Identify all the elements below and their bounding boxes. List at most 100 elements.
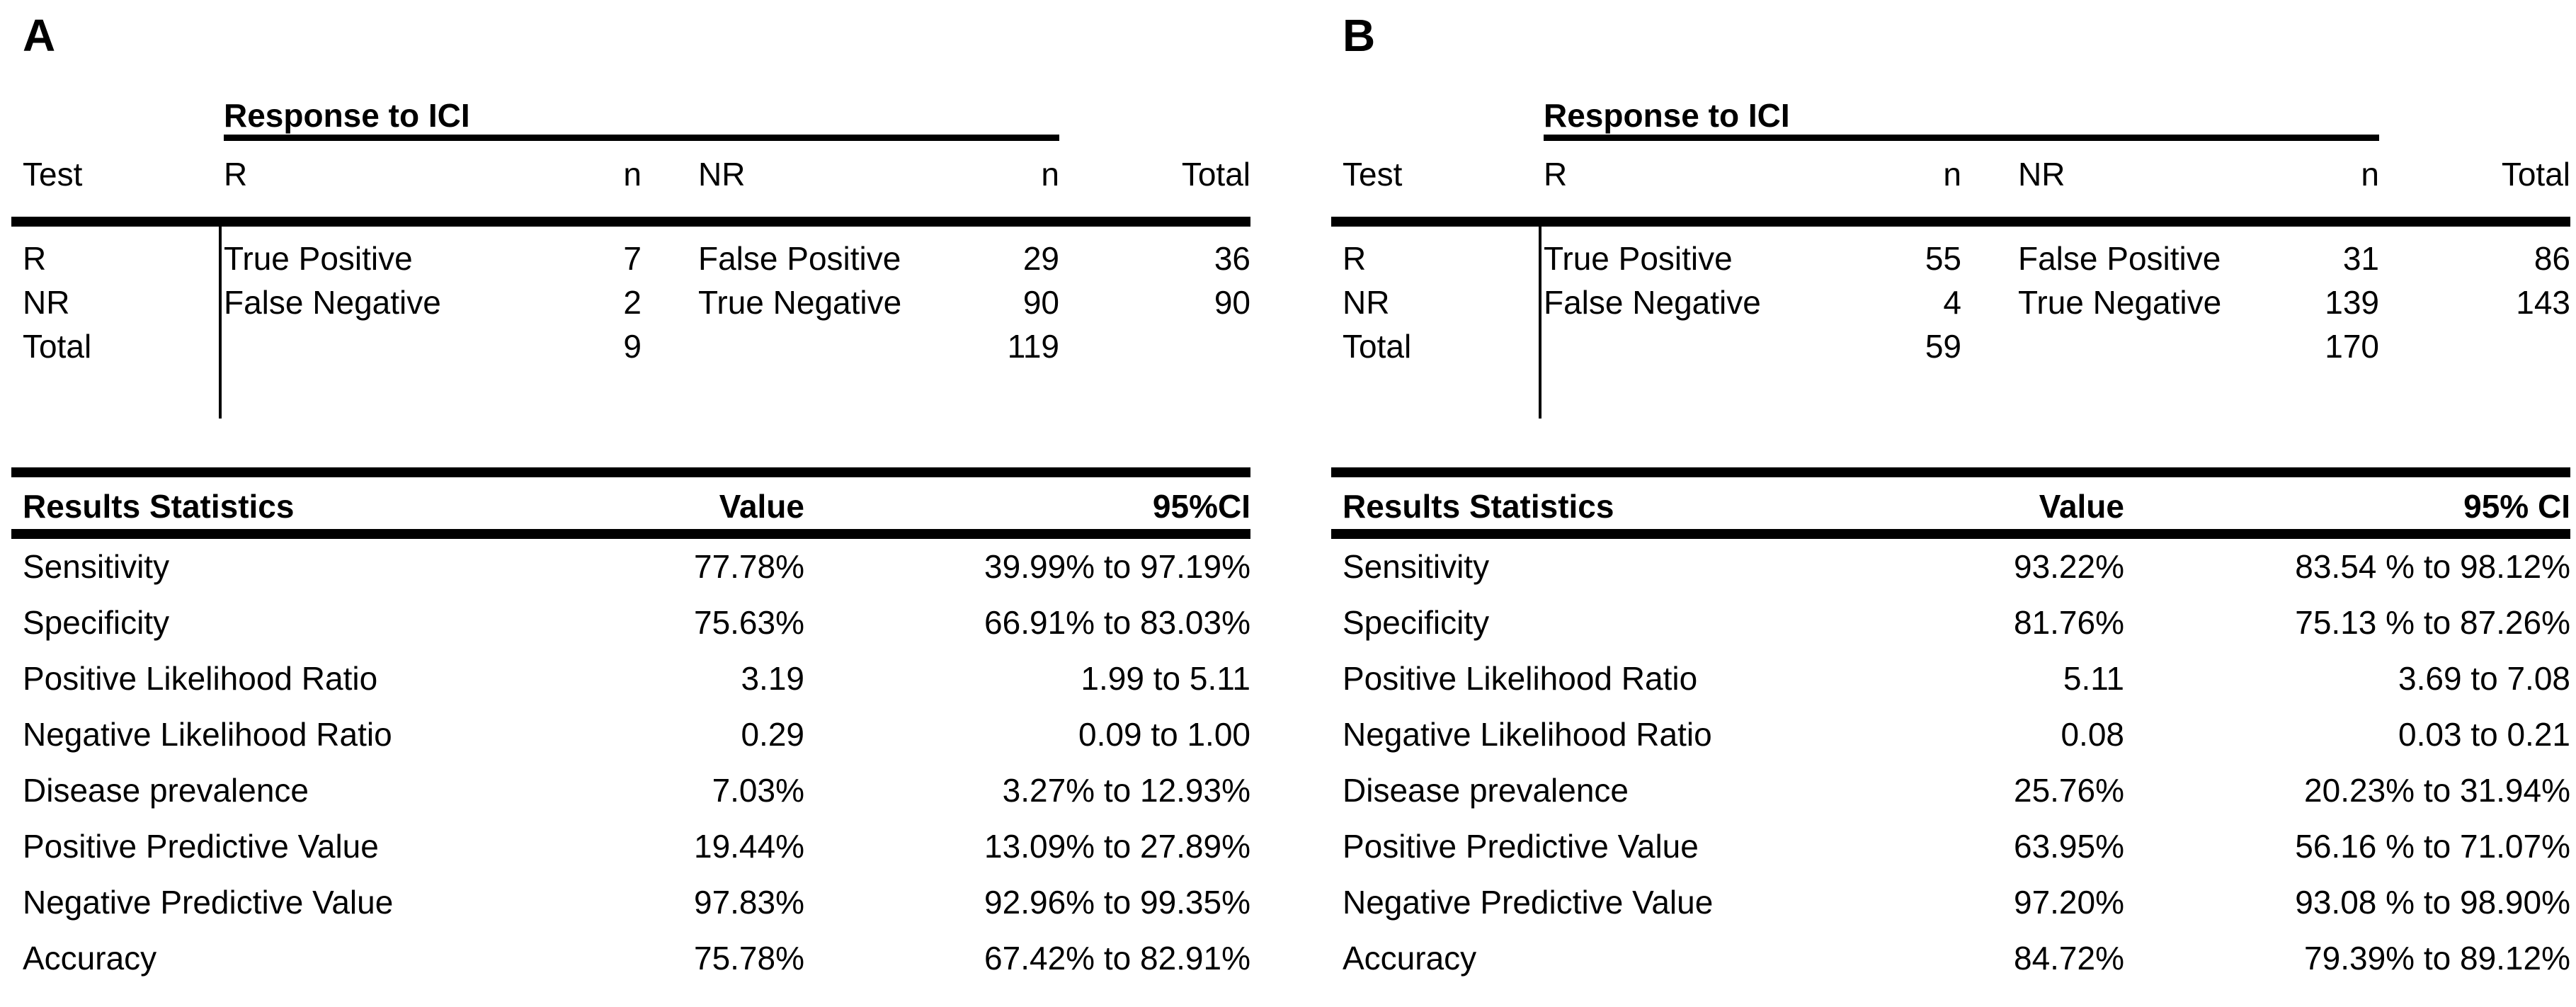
stats-row: Negative Likelihood Ratio 0.08 0.03 to 0… [1331, 707, 2570, 763]
stats-value: 0.08 [2061, 716, 2124, 753]
stats-ci: 0.03 to 0.21 [2398, 716, 2570, 753]
stats-row: Positive Predictive Value 63.95% 56.16 %… [1331, 819, 2570, 875]
matrix-cell-r-n: 59 [1925, 328, 1961, 365]
stats-name: Positive Likelihood Ratio [1343, 660, 1698, 697]
stats-name: Positive Likelihood Ratio [23, 660, 378, 697]
stats-row: Sensitivity 77.78% 39.99% to 97.19% [11, 539, 1250, 595]
stats-header-row: Results Statistics Value 95% CI [1331, 477, 2570, 529]
matrix-cell-nr-label [1961, 324, 2273, 368]
matrix-cell-nr-label: True Negative [698, 284, 902, 321]
matrix-cell-r-label [224, 324, 479, 368]
matrix-cell-nr-label: True Negative [2018, 284, 2222, 321]
matrix-rows: R True Positive 55 False Positive 31 86 … [1331, 237, 2570, 368]
matrix-cell-test: NR [23, 284, 70, 321]
matrix-cell-total: 36 [1214, 240, 1250, 277]
stats-ci: 13.09% to 27.89% [984, 828, 1250, 865]
stats-row: Disease prevalence 7.03% 3.27% to 12.93% [11, 763, 1250, 819]
matrix-cell-nr-n: 90 [1022, 284, 1059, 321]
stats-ci: 3.27% to 12.93% [1002, 772, 1250, 809]
stats-ci: 75.13 % to 87.26% [2295, 604, 2570, 641]
stats-value: 3.19 [741, 660, 804, 697]
matrix-header-n2: n [2361, 156, 2379, 193]
stats-name: Sensitivity [23, 548, 170, 585]
matrix-cell-nr-n: 31 [2342, 240, 2379, 277]
matrix-cell-r-n: 55 [1925, 240, 1961, 277]
stats-header-row: Results Statistics Value 95%CI [11, 477, 1250, 529]
matrix-header-r: R [224, 156, 248, 193]
panel: A Response to ICI Test R n NR n Total [11, 0, 1250, 1007]
matrix-cell-r-label [1544, 324, 1799, 368]
stats-row: Negative Predictive Value 97.83% 92.96% … [11, 875, 1250, 931]
matrix-cell-r-label: True Positive [224, 240, 413, 277]
matrix-row: NR False Negative 4 True Negative 139 14… [1331, 280, 2570, 324]
matrix-header-r: R [1544, 156, 1568, 193]
panel: B Response to ICI Test R n NR n Total [1331, 0, 2570, 1007]
stats-ci: 20.23% to 31.94% [2304, 772, 2570, 809]
stats-ci: 1.99 to 5.11 [1081, 660, 1250, 697]
stats-row: Positive Predictive Value 19.44% 13.09% … [11, 819, 1250, 875]
matrix-cell-r-n: 4 [1943, 284, 1961, 321]
stats-name: Negative Predictive Value [23, 884, 394, 921]
matrix-header-nr: NR [698, 156, 746, 193]
confusion-matrix-table: Response to ICI Test R n NR n Total [11, 0, 1250, 419]
stats-name: Disease prevalence [1343, 772, 1629, 809]
stats-value: 0.29 [741, 716, 804, 753]
matrix-cell-r-n: 9 [623, 328, 642, 365]
stats-header-ci: 95% CI [2463, 488, 2570, 525]
matrix-cell-r-n: 7 [623, 240, 642, 277]
matrix-cell-r-n: 2 [623, 284, 642, 321]
stats-value: 19.44% [693, 828, 804, 865]
matrix-cell-test: Total [23, 328, 92, 365]
matrix-cell-nr-n: 119 [1007, 328, 1059, 365]
matrix-cell-total [2379, 324, 2570, 368]
matrix-cell-total: 90 [1214, 284, 1250, 321]
confusion-matrix-table: Response to ICI Test R n NR n Total [1331, 0, 2570, 419]
stats-row: Disease prevalence 25.76% 20.23% to 31.9… [1331, 763, 2570, 819]
stats-header-value: Value [2039, 488, 2124, 525]
stats-value: 93.22% [2013, 548, 2124, 585]
stats-name: Sensitivity [1343, 548, 1490, 585]
stats-ci: 67.42% to 82.91% [984, 940, 1250, 977]
stats-header-ci: 95%CI [1152, 488, 1250, 525]
matrix-cell-nr-label: False Positive [2018, 240, 2221, 277]
stats-name: Accuracy [23, 940, 157, 977]
matrix-body: R True Positive 55 False Positive 31 86 … [1331, 227, 2570, 419]
matrix-row: R True Positive 55 False Positive 31 86 [1331, 237, 2570, 280]
stats-name: Specificity [23, 604, 170, 641]
stats-row: Sensitivity 93.22% 83.54 % to 98.12% [1331, 539, 2570, 595]
matrix-cell-test: Total [1343, 328, 1412, 365]
panel-label: A [23, 10, 56, 61]
stats-row: Positive Likelihood Ratio 5.11 3.69 to 7… [1331, 651, 2570, 707]
stats-header-name: Results Statistics [23, 488, 295, 525]
matrix-cell-total: 143 [2516, 284, 2570, 321]
stats-name: Negative Predictive Value [1343, 884, 1714, 921]
stats-table: Results Statistics Value 95% CI Sensitiv… [1331, 467, 2570, 986]
matrix-header-n1: n [623, 156, 642, 193]
matrix-cell-nr-n: 29 [1022, 240, 1059, 277]
matrix-header-rule [1331, 217, 2570, 227]
matrix-title: Response to ICI [1544, 96, 2379, 141]
stats-header-name: Results Statistics [1343, 488, 1614, 525]
stats-ci: 92.96% to 99.35% [984, 884, 1250, 921]
matrix-header-total: Total [1181, 156, 1250, 193]
stats-ci: 83.54 % to 98.12% [2295, 548, 2570, 585]
stats-value: 63.95% [2013, 828, 2124, 865]
stats-value: 75.63% [693, 604, 804, 641]
stats-header-value: Value [719, 488, 804, 525]
matrix-row: R True Positive 7 False Positive 29 36 [11, 237, 1250, 280]
stats-top-rule [11, 467, 1250, 477]
stats-ci: 56.16 % to 71.07% [2295, 828, 2570, 865]
matrix-header-nr: NR [2018, 156, 2065, 193]
stats-value: 25.76% [2013, 772, 2124, 809]
matrix-header-row: Test R n NR n Total [11, 141, 1250, 217]
stats-row: Specificity 81.76% 75.13 % to 87.26% [1331, 595, 2570, 651]
matrix-header-test: Test [23, 156, 83, 193]
matrix-cell-nr-n: 139 [2325, 284, 2379, 321]
stats-value: 77.78% [693, 548, 804, 585]
matrix-row: NR False Negative 2 True Negative 90 90 [11, 280, 1250, 324]
matrix-cell-r-label: False Negative [1544, 284, 1761, 321]
matrix-vertical-divider [1539, 227, 1541, 419]
stats-row: Specificity 75.63% 66.91% to 83.03% [11, 595, 1250, 651]
matrix-cell-total [1059, 324, 1250, 368]
